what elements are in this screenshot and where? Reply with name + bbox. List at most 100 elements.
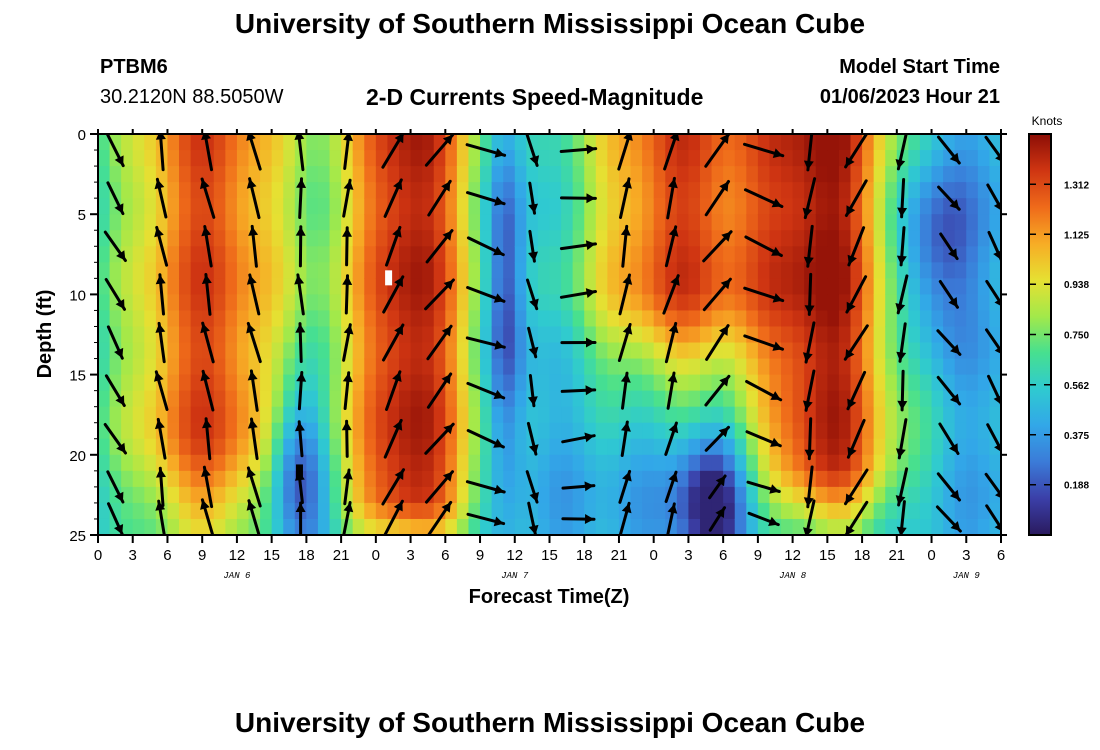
heatmap-cell	[537, 422, 551, 440]
heatmap-cell	[931, 486, 944, 504]
heatmap-cell	[734, 470, 747, 488]
heatmap-cell	[225, 134, 238, 151]
heatmap-cell	[236, 390, 250, 408]
heatmap-cell	[734, 438, 747, 456]
heatmap-cell	[862, 246, 875, 263]
heatmap-cell	[781, 134, 794, 151]
heatmap-cell	[456, 342, 470, 360]
heatmap-cell	[734, 406, 747, 424]
heatmap-cell	[688, 374, 701, 392]
heatmap-cell	[537, 182, 551, 199]
heatmap-cell	[850, 374, 863, 392]
heatmap-cell	[317, 470, 331, 488]
heatmap-cell	[827, 230, 840, 247]
heatmap-cell	[98, 502, 111, 520]
heatmap-cell	[769, 310, 782, 328]
current-arrow	[103, 230, 127, 262]
heatmap-cell	[364, 438, 377, 456]
current-arrow	[383, 178, 403, 218]
heatmap-cell	[514, 454, 527, 472]
current-arrow	[104, 374, 126, 407]
heatmap-cell	[179, 262, 192, 279]
heatmap-cell	[225, 502, 238, 520]
heatmap-cell	[399, 246, 412, 263]
heatmap-cell	[549, 470, 562, 488]
x-tick-label: 6	[441, 547, 449, 564]
heatmap-cell	[549, 150, 562, 167]
heatmap-cell	[757, 230, 771, 247]
heatmap-cell	[966, 310, 979, 328]
heatmap-cell	[769, 262, 782, 279]
heatmap-cell	[503, 454, 516, 472]
heatmap-cell	[306, 278, 319, 295]
heatmap-cell	[399, 214, 412, 231]
heatmap-cell	[977, 166, 991, 183]
heatmap-cell	[931, 406, 944, 424]
heatmap-cell	[873, 502, 886, 520]
y-tick-label: 0	[78, 127, 86, 144]
heatmap-cell	[179, 454, 192, 472]
heatmap-cell	[329, 150, 342, 167]
heatmap-cell	[746, 310, 759, 328]
heatmap-cell	[179, 214, 192, 231]
heatmap-cell	[781, 182, 794, 199]
heatmap-cell	[850, 262, 863, 279]
heatmap-cell	[688, 358, 701, 376]
current-arrow	[295, 501, 306, 535]
heatmap-cell	[908, 214, 921, 231]
heatmap-cell	[341, 358, 354, 376]
heatmap-cell	[236, 326, 250, 344]
heatmap-cell	[618, 454, 632, 472]
heatmap-cell	[399, 198, 412, 215]
heatmap-cell	[931, 262, 944, 279]
current-arrow	[426, 324, 453, 361]
heatmap-cell	[480, 390, 493, 408]
heatmap-cell	[132, 326, 145, 344]
heatmap-cell	[121, 310, 134, 328]
heatmap-cell	[792, 502, 805, 520]
heatmap-cell	[132, 518, 145, 535]
heatmap-cell	[607, 374, 620, 392]
heatmap-cell	[283, 470, 296, 488]
heatmap-cell	[329, 182, 342, 199]
heatmap-cell	[480, 438, 493, 456]
heatmap-cell	[503, 182, 516, 199]
current-arrow	[465, 480, 506, 495]
heatmap-cell	[966, 342, 979, 360]
heatmap-cell	[630, 214, 643, 231]
heatmap-cell	[480, 262, 493, 279]
heatmap-cell	[734, 358, 747, 376]
heatmap-cell	[607, 518, 620, 535]
heatmap-cell	[653, 470, 666, 488]
heatmap-cell	[121, 214, 134, 231]
heatmap-cell	[236, 358, 250, 376]
current-arrow	[620, 224, 631, 268]
current-arrow	[381, 134, 405, 169]
heatmap-cell	[919, 214, 933, 231]
heatmap-cell	[468, 166, 481, 183]
heatmap-cell	[607, 246, 620, 263]
heatmap-cell	[700, 278, 713, 295]
heatmap-cell	[271, 486, 284, 504]
current-arrow	[527, 374, 538, 408]
heatmap-cell	[815, 326, 828, 344]
heatmap-cell	[445, 518, 458, 535]
heatmap-cell	[966, 390, 979, 408]
heatmap-cell	[711, 310, 724, 328]
x-tick-label: 0	[94, 547, 102, 564]
current-arrow	[342, 371, 353, 410]
heatmap-cell	[526, 454, 539, 472]
current-arrow	[246, 273, 261, 316]
x-tick-label: 0	[372, 547, 380, 564]
heatmap-cell	[167, 438, 180, 456]
heatmap-cell	[630, 406, 643, 424]
heatmap-cell	[132, 214, 145, 231]
heatmap-cell	[862, 262, 875, 279]
heatmap-cell	[144, 422, 157, 440]
heatmap-cell	[595, 438, 608, 456]
heatmap-cell	[213, 422, 226, 440]
heatmap-cell	[885, 374, 898, 392]
heatmap-cell	[329, 422, 342, 440]
current-arrow	[342, 178, 354, 218]
heatmap-cell	[792, 166, 805, 183]
